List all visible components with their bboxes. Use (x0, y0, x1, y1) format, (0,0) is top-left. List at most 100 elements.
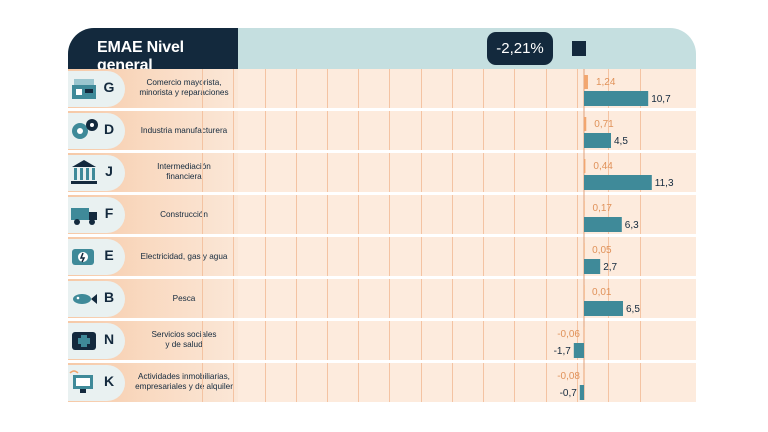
sector-name: Industria manufacturera (134, 126, 234, 136)
gridline (389, 321, 390, 360)
gridline (358, 363, 359, 402)
gridline (421, 69, 422, 108)
row-icon-tab: shop-iconG (68, 71, 125, 107)
sector-name-line: Industria manufacturera (140, 126, 228, 135)
gridline (452, 111, 453, 150)
gridline (421, 279, 422, 318)
contribution-bar (584, 201, 585, 215)
sector-name-line: Pesca (172, 294, 196, 303)
sector-name-line: empresariales y de alquiler (135, 382, 233, 391)
contribution-label: 1,24 (596, 77, 616, 88)
gridline (577, 153, 578, 192)
sector-letter: E (104, 247, 114, 263)
gridline (296, 111, 297, 150)
gridline (389, 195, 390, 234)
gridline (327, 363, 328, 402)
gridline (327, 279, 328, 318)
gridline (233, 237, 234, 276)
sector-name: Intermediación financiera (134, 162, 234, 182)
gridline (577, 279, 578, 318)
contribution-label: 0,17 (593, 203, 613, 214)
gridline (514, 363, 515, 402)
sector-name: Construcción (134, 210, 234, 220)
row-plot-area (202, 279, 696, 318)
variation-bar (584, 175, 652, 190)
gridline (233, 153, 234, 192)
gridline (483, 69, 484, 108)
gridline (265, 195, 266, 234)
chart-row: realestate-iconK Actividades inmobiliaria… (68, 363, 696, 402)
contribution-bar (583, 327, 585, 341)
gridline (483, 279, 484, 318)
gridline (327, 237, 328, 276)
gridline (514, 69, 515, 108)
gridline (389, 363, 390, 402)
sector-name: Electricidad, gas y agua (134, 252, 234, 262)
gridline (577, 111, 578, 150)
variation-bar (584, 133, 611, 148)
row-label-area: fish-iconB Pesca (68, 279, 238, 318)
row-icon-tab: realestate-iconK (68, 365, 125, 401)
gridline (202, 237, 203, 276)
gridline (514, 153, 515, 192)
gridline (577, 237, 578, 276)
gridline (514, 279, 515, 318)
variation-bar (579, 385, 584, 400)
gridline (577, 195, 578, 234)
gridline (608, 195, 609, 234)
sector-name-line: Servicios sociales (151, 330, 217, 339)
gridline (358, 111, 359, 150)
contribution-bar (584, 159, 586, 173)
gridline (546, 321, 547, 360)
gridline (514, 237, 515, 276)
gridline (452, 279, 453, 318)
contribution-bar (584, 117, 587, 131)
row-icon-tab: health-iconN (68, 323, 125, 359)
gridline (358, 69, 359, 108)
gridline (421, 321, 422, 360)
gridline (202, 111, 203, 150)
gridline (421, 195, 422, 234)
gridline (233, 321, 234, 360)
row-label-area: truck-iconF Construcción (68, 195, 238, 234)
sector-name-line: Actividades inmobiliarias, (138, 372, 230, 381)
chart-row: gears-iconD Industria manufacturera (68, 111, 696, 150)
gridline (202, 363, 203, 402)
variation-bar (584, 217, 622, 232)
gridline (483, 237, 484, 276)
gridline (296, 279, 297, 318)
contribution-bar (583, 369, 585, 383)
gridline (452, 237, 453, 276)
gridline (608, 69, 609, 108)
chart-row: utility-iconE Electricidad, gas y agua (68, 237, 696, 276)
gridline (546, 363, 547, 402)
gridline (327, 111, 328, 150)
gridline (327, 195, 328, 234)
gridline (389, 153, 390, 192)
variation-label: -1,7 (554, 346, 572, 357)
row-icon-tab: gears-iconD (68, 113, 125, 149)
gridline (389, 237, 390, 276)
gridline (452, 153, 453, 192)
contribution-label: 0,01 (592, 287, 612, 298)
gridline (358, 153, 359, 192)
row-label-area: gears-iconD Industria manufacturera (68, 111, 238, 150)
gridline (483, 195, 484, 234)
gridline (265, 111, 266, 150)
gridline (546, 279, 547, 318)
gridline (265, 279, 266, 318)
gridline (640, 195, 641, 234)
sector-letter: G (103, 79, 115, 95)
gridline (640, 363, 641, 402)
chart-row: fish-iconB Pesca (68, 279, 696, 318)
gridline (265, 237, 266, 276)
sector-name-line: Electricidad, gas y agua (140, 252, 228, 261)
sector-name-line: Intermediación (157, 162, 211, 171)
gridline (640, 69, 641, 108)
gridline (608, 153, 609, 192)
gridline (421, 111, 422, 150)
gridline (608, 321, 609, 360)
row-icon-tab: bank-iconJ (68, 155, 125, 191)
gridline (265, 363, 266, 402)
